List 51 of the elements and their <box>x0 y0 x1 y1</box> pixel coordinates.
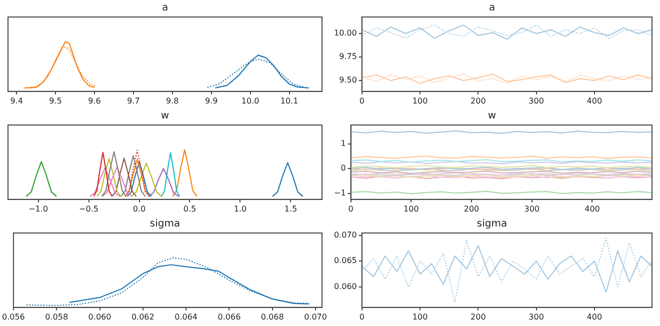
chart-title: w <box>488 110 496 122</box>
chart-title: w <box>160 110 170 122</box>
x-tick-label: 200 <box>464 204 480 214</box>
y-tick-label: 0.060 <box>334 282 357 292</box>
y-tick-label: 9.75 <box>339 52 357 62</box>
y-tick-label: 10.00 <box>334 28 357 38</box>
x-tick-label: 0.056 <box>2 312 25 322</box>
x-tick-label: 0.0 <box>132 204 146 214</box>
x-tick-label: 9.6 <box>88 96 101 106</box>
y-tick-label: 9.50 <box>339 76 357 85</box>
x-tick-label: 200 <box>470 312 486 322</box>
x-tick-label: 300 <box>528 312 544 322</box>
x-tick-label: 0.068 <box>260 312 284 322</box>
x-tick-label: 0.064 <box>174 312 198 322</box>
x-tick-label: 10.1 <box>280 96 298 106</box>
x-tick-label: 100 <box>412 96 428 106</box>
x-tick-label: 0.066 <box>218 312 241 322</box>
chart-title: sigma <box>476 218 508 230</box>
x-tick-label: −1.0 <box>28 204 48 214</box>
y-tick-label: 0 <box>340 164 346 173</box>
x-tick-label: 1.5 <box>284 204 298 214</box>
x-tick-label: 0.058 <box>45 312 68 322</box>
x-tick-label: 300 <box>528 96 544 106</box>
chart-title: sigma <box>150 218 180 230</box>
x-tick-label: 0 <box>359 312 364 322</box>
y-tick-label: 0.065 <box>334 256 357 266</box>
chart-title: a <box>162 2 168 14</box>
x-tick-label: 100 <box>412 312 428 322</box>
y-tick-label: −1 <box>334 188 346 198</box>
x-tick-label: 10.0 <box>241 96 260 106</box>
x-tick-label: 400 <box>586 312 602 322</box>
x-tick-label: 0 <box>359 96 364 106</box>
x-tick-label: 1.0 <box>234 204 247 214</box>
x-tick-label: 9.4 <box>10 96 23 106</box>
x-tick-label: −0.5 <box>79 204 98 214</box>
x-tick-label: 0.060 <box>88 312 112 322</box>
x-tick-label: 200 <box>470 96 486 106</box>
x-tick-label: 100 <box>404 204 419 214</box>
x-tick-label: 300 <box>524 204 540 214</box>
x-tick-label: 9.7 <box>127 96 140 106</box>
x-tick-label: 400 <box>584 204 600 214</box>
x-tick-label: 0.5 <box>183 204 196 214</box>
x-tick-label: 9.5 <box>49 96 62 106</box>
y-tick-label: 0.070 <box>334 230 357 240</box>
x-tick-label: 0.070 <box>304 312 327 322</box>
x-tick-label: 0.062 <box>131 312 154 322</box>
chart-title: a <box>488 2 496 14</box>
x-tick-label: 9.8 <box>166 96 179 106</box>
x-tick-label: 9.9 <box>204 96 218 106</box>
x-tick-label: 400 <box>586 96 602 106</box>
y-tick-label: 1 <box>340 138 346 148</box>
